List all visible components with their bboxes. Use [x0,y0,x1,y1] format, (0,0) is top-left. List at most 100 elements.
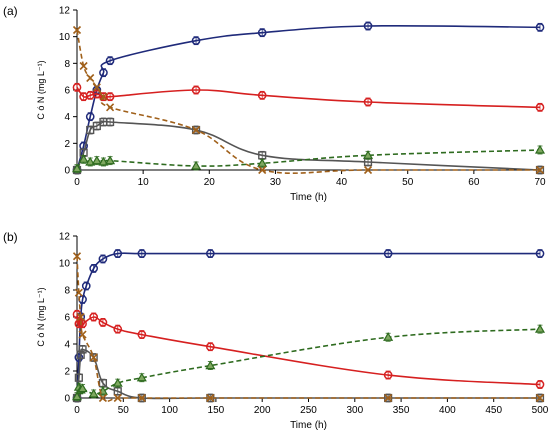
x-tick-label: 0 [74,177,80,188]
data-point-circle [85,112,95,122]
data-point-circle [535,22,545,32]
y-tick-label: 2 [64,367,70,378]
data-point-square [191,125,201,135]
x-tick-label: 40 [336,177,348,188]
x-axis-label: Time (h) [290,192,327,203]
data-point-circle [78,319,87,329]
data-point-square [76,350,85,359]
data-point-x [92,83,101,92]
data-point-circle [191,85,201,95]
y-tick-label: 6 [64,313,70,324]
data-point-x [535,165,545,175]
y-axis-label: C ó N (mg L⁻¹) [36,60,46,119]
data-point-circle [535,380,545,389]
x-tick-label: 200 [254,405,271,416]
data-point-x [74,288,83,297]
data-point-circle [363,97,373,107]
y-tick-label: 6 [64,86,70,97]
y-axis-label: C ó N (mg L⁻¹) [36,287,46,346]
data-point-x [78,330,87,339]
series-5 [72,25,545,175]
data-point-triangle [88,388,99,398]
panel-b-chart: (b) 0 2 4 6 8 10 12 0 50 100 150 200 250 300 350 400 450 5… [3,230,549,431]
data-point-triangle [71,163,83,173]
data-point-square [137,393,146,403]
data-point-circle [81,281,91,291]
panel-a-chart: (a) 0 2 4 6 8 10 12 0 10 20 30 40 50 60 70 Time (h) C ó N… [3,4,546,203]
y-tick-label: 8 [64,59,70,70]
data-point-circle [205,342,215,352]
data-point-circle [535,249,545,258]
y-tick-label: 4 [64,340,70,351]
data-point-x [89,353,98,362]
data-point-x [113,393,122,403]
data-point-x [535,393,545,403]
y-tick-label: 10 [59,259,71,270]
data-point-circle [99,68,108,78]
series-line [76,86,541,109]
data-point-square [105,117,115,127]
y-tick-label: 0 [64,166,70,177]
data-point-circle [257,90,267,100]
y-tick-label: 8 [64,286,70,297]
data-point-triangle [77,383,88,393]
series-3 [72,117,545,175]
x-tick-label: 500 [532,405,549,416]
data-point-circle [137,330,147,339]
panel-label: (b) [3,230,18,244]
data-point-x [137,393,146,403]
y-tick-label: 10 [59,32,71,43]
data-point-square [78,345,87,354]
data-point-triangle [112,377,123,387]
series-2 [72,82,545,112]
x-tick-label: 100 [161,405,178,416]
data-point-triangle [98,156,109,166]
y-tick-label: 0 [64,394,70,405]
data-point-square [535,393,545,403]
series-line [76,256,540,403]
data-point-x [79,61,88,71]
data-point-circle [113,249,123,258]
x-tick-label: 300 [346,405,363,416]
x-tick-label: 30 [270,177,282,188]
x-tick-label: 50 [118,405,130,416]
data-point-x [191,125,201,135]
data-point-triangle [534,144,546,154]
data-point-circle [191,36,201,46]
x-tick-label: 70 [534,177,546,188]
x-tick-label: 350 [393,405,410,416]
data-point-square [74,373,83,382]
data-point-triangle [85,156,96,166]
data-point-circle [535,102,545,112]
series-5 [72,252,545,403]
data-point-x [206,393,215,403]
data-point-circle [72,82,82,92]
data-point-triangle [191,160,202,170]
data-point-x [99,92,108,101]
data-point-circle [257,28,267,38]
y-tick-label: 12 [59,232,71,243]
data-point-x [106,103,115,112]
data-point-circle [105,92,115,102]
data-point-x [72,252,82,261]
x-tick-label: 10 [138,177,150,188]
series-line [76,149,541,170]
x-tick-label: 150 [208,405,225,416]
data-point-triangle [71,391,83,401]
x-tick-label: 450 [485,405,502,416]
data-point-x [384,393,393,403]
data-point-x [72,25,82,35]
data-point-x [76,312,85,322]
data-point-x [363,165,373,175]
x-tick-label: 20 [204,177,216,188]
data-point-x [98,393,107,403]
x-tick-label: 250 [300,405,317,416]
data-point-circle [137,249,147,258]
data-point-triangle [105,155,116,165]
data-point-circle [89,264,99,273]
data-point-triangle [136,372,147,382]
data-point-circle [113,324,123,334]
data-point-triangle [78,154,89,163]
x-tick-label: 0 [74,405,80,416]
